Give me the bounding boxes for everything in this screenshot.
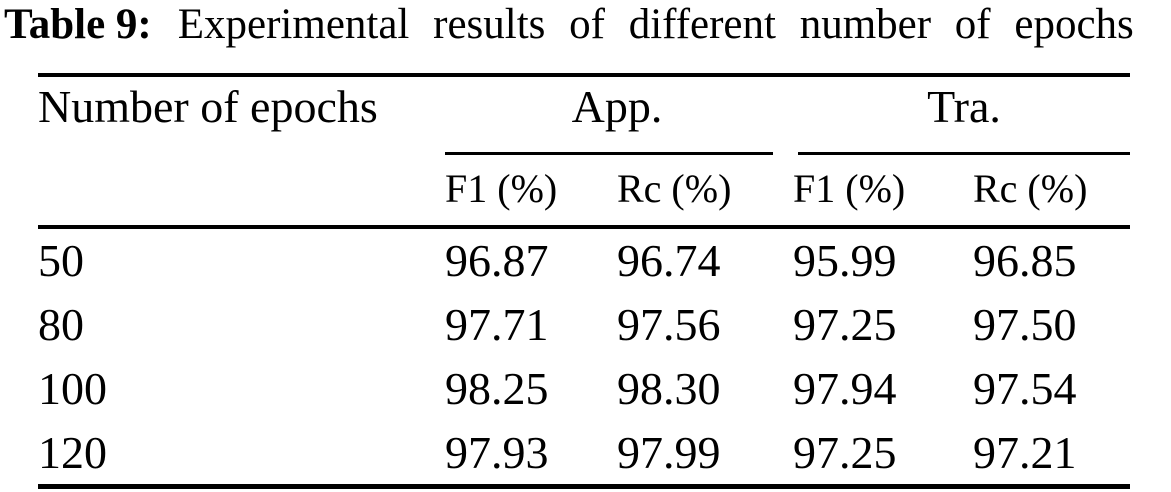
table-row: 100 98.25 98.30 97.94 97.54 [38, 357, 1130, 421]
table-caption: Table 9: Experimental results of differen… [4, 1, 1169, 48]
group-header-tra: Tra. [927, 81, 1001, 132]
epochs-value: 120 [38, 427, 107, 478]
sub-header-app-rc: Rc (%) [617, 166, 732, 211]
sub-header-row: F1 (%) Rc (%) F1 (%) Rc (%) [38, 169, 1130, 209]
tra-f1-value: 97.94 [793, 363, 897, 414]
tra-rc-value: 96.85 [973, 235, 1077, 286]
sub-header-app-f1: F1 (%) [445, 166, 558, 211]
table-body: 50 96.87 96.74 95.99 96.85 80 97.71 97.5… [38, 229, 1130, 485]
app-f1-value: 96.87 [445, 235, 549, 286]
cmidrule-app [445, 152, 773, 155]
tra-rc-value: 97.50 [973, 299, 1077, 350]
epochs-value: 80 [38, 299, 84, 350]
tra-rc-value: 97.54 [973, 363, 1077, 414]
epochs-value: 50 [38, 235, 84, 286]
table-caption-label: Table 9: [4, 1, 152, 48]
table-top-rule [38, 73, 1130, 77]
tra-f1-value: 97.25 [793, 427, 897, 478]
tra-rc-value: 97.21 [973, 427, 1077, 478]
table-caption-text: Experimental results of different number… [177, 1, 1134, 48]
app-rc-value: 97.56 [617, 299, 721, 350]
sub-header-spacer [38, 169, 445, 209]
table-row: 120 97.93 97.99 97.25 97.21 [38, 421, 1130, 485]
column-header-epochs: Number of epochs [38, 81, 378, 132]
group-header-app: App. [571, 81, 663, 132]
cmidrule-tra [798, 152, 1130, 155]
epochs-value: 100 [38, 363, 107, 414]
app-f1-value: 97.93 [445, 427, 549, 478]
table-mid-rule [38, 225, 1130, 229]
app-f1-value: 98.25 [445, 363, 549, 414]
sub-header-tra-rc: Rc (%) [973, 166, 1088, 211]
sub-header-tra-f1: F1 (%) [793, 166, 906, 211]
table-bottom-rule [38, 484, 1130, 489]
results-table: Number of epochs App. Tra. F1 (%) Rc (%)… [38, 73, 1130, 490]
table-row: 50 96.87 96.74 95.99 96.85 [38, 229, 1130, 293]
app-rc-value: 96.74 [617, 235, 721, 286]
app-f1-value: 97.71 [445, 299, 549, 350]
tra-f1-value: 97.25 [793, 299, 897, 350]
app-rc-value: 97.99 [617, 427, 721, 478]
tra-f1-value: 95.99 [793, 235, 897, 286]
table-row: 80 97.71 97.56 97.25 97.50 [38, 293, 1130, 357]
app-rc-value: 98.30 [617, 363, 721, 414]
